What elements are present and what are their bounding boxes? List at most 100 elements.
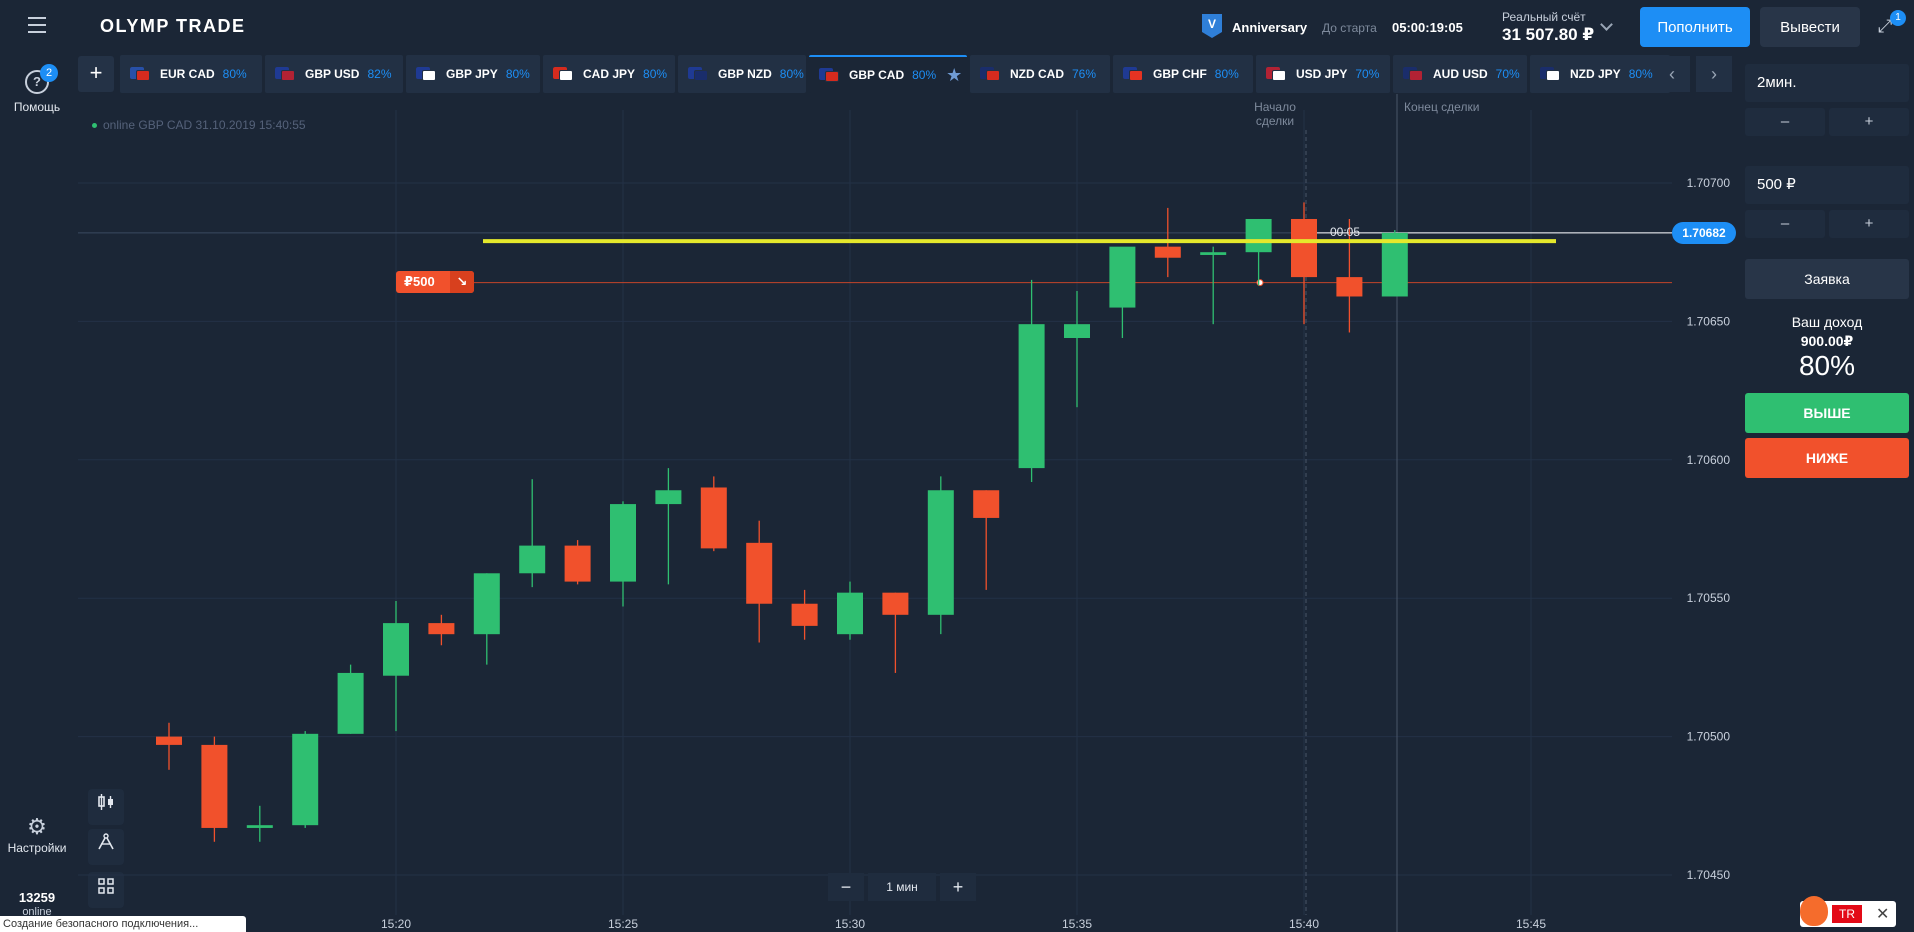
tab-payout-percent: 80% [643, 67, 668, 81]
x-tick-label: 15:45 [1516, 917, 1546, 931]
start-timer: 05:00:19:05 [1392, 20, 1463, 35]
tab-pair-label: GBP NZD [718, 67, 772, 81]
candle-body [292, 733, 319, 826]
top-bar: OLYMP TRADE V Anniversary До старта 05:0… [0, 0, 1914, 54]
tab-usd-jpy[interactable]: USD JPY 70% [1256, 55, 1390, 93]
countdown-label: 00:05 [1330, 225, 1361, 239]
amount-minus-button[interactable]: – [1745, 210, 1825, 238]
close-icon[interactable]: ✕ [1876, 906, 1890, 923]
tab-gbp-jpy[interactable]: GBP JPY 80% [406, 55, 540, 93]
tab-eur-cad[interactable]: EUR CAD 80% [120, 55, 262, 93]
tab-pair-label: GBP USD [305, 67, 360, 81]
candle-body [655, 490, 682, 505]
candle-body [700, 487, 727, 549]
tab-payout-percent: 70% [1355, 67, 1380, 81]
tab-gbp-chf[interactable]: GBP CHF 80% [1113, 55, 1253, 93]
deal-end-label: Конец сделки [1404, 100, 1480, 114]
down-button[interactable]: НИЖЕ [1745, 438, 1909, 478]
amount-input[interactable]: 500 ₽ [1745, 166, 1909, 204]
drawing-tools-icon[interactable] [88, 829, 124, 865]
tab-gbp-nzd[interactable]: GBP NZD 80% [678, 55, 806, 93]
currency-flag-icon [553, 67, 573, 81]
tab-nzd-jpy[interactable]: NZD JPY 80% [1530, 55, 1670, 93]
arrow-down-right-icon: ↘ [450, 271, 474, 293]
duration-plus-button[interactable]: + [1829, 108, 1909, 136]
tab-payout-percent: 80% [912, 68, 937, 82]
income-percent: 80% [1798, 350, 1856, 381]
candle-body [519, 545, 546, 574]
candle-body [383, 623, 409, 676]
chart-info-text: online GBP CAD 31.10.2019 15:40:55 [103, 118, 306, 132]
tab-gbp-usd[interactable]: GBP USD 82% [265, 55, 403, 93]
indicators-grid-icon[interactable] [88, 872, 124, 908]
withdraw-button[interactable]: Вывести [1760, 7, 1860, 47]
tab-cad-jpy[interactable]: CAD JPY 80% [543, 55, 675, 93]
open-trade-amount: ₽500 [404, 274, 435, 289]
tab-payout-percent: 70% [1495, 67, 1520, 81]
order-button[interactable]: Заявка [1745, 259, 1909, 299]
candle-body [1109, 246, 1136, 308]
candle-body [791, 603, 818, 626]
tab-nzd-cad[interactable]: NZD CAD 76% [970, 55, 1110, 93]
candle-body [201, 744, 228, 828]
amount-plus-button[interactable]: + [1829, 210, 1909, 238]
price-chart[interactable]: 1.70450 1.70500 1.70550 1.70600 1.70650 1.707… [0, 94, 1742, 932]
deposit-button[interactable]: Пополнить [1640, 7, 1750, 47]
open-trade-marker[interactable]: ₽500 ↘ [396, 271, 474, 293]
candlestick-type-icon[interactable] [88, 789, 124, 825]
flame-icon[interactable] [1800, 896, 1828, 926]
duration-input[interactable]: 2мин. [1745, 64, 1909, 102]
open-trade-point [1256, 279, 1264, 287]
favorite-star-icon[interactable]: ★ [946, 64, 963, 85]
currency-flag-icon [819, 68, 839, 82]
x-tick-label: 15:25 [608, 917, 638, 931]
fullscreen-icon[interactable]: ⤢ [1878, 16, 1893, 36]
tab-aud-usd[interactable]: AUD USD 70% [1393, 55, 1527, 93]
turkey-flag-icon[interactable]: TR [1832, 905, 1862, 923]
x-tick-label: 15:30 [835, 917, 865, 931]
candle-body [882, 592, 909, 615]
timeframe-increase-button[interactable]: + [940, 873, 976, 901]
currency-flag-icon [1540, 67, 1560, 81]
candle-body [1291, 218, 1317, 278]
tabs-next-button[interactable]: › [1696, 56, 1732, 92]
status-badge[interactable]: V [1202, 14, 1222, 38]
tab-payout-percent: 80% [1214, 67, 1239, 81]
up-button[interactable]: ВЫШЕ [1745, 393, 1909, 433]
x-tick-label: 15:20 [381, 917, 411, 931]
tab-pair-label: CAD JPY [583, 67, 636, 81]
tab-pair-label: GBP CAD [849, 68, 905, 82]
tournament-name[interactable]: Anniversary [1232, 20, 1308, 35]
timeframe-label[interactable]: 1 мин [868, 873, 936, 901]
currency-flag-icon [688, 67, 708, 81]
tab-payout-percent: 76% [1072, 67, 1097, 81]
help-label: Помощь [13, 100, 61, 114]
income-label: Ваш доход [1791, 314, 1863, 330]
help-badge: 2 [40, 64, 58, 82]
gear-icon: ⚙ [27, 814, 47, 839]
tab-pair-label: NZD JPY [1570, 67, 1621, 81]
online-label: online [22, 906, 52, 918]
currency-flag-icon [130, 67, 150, 81]
candle-body [973, 490, 1000, 518]
candle-body [246, 825, 273, 828]
currency-flag-icon [980, 67, 1000, 81]
candle-body [428, 623, 455, 635]
duration-minus-button[interactable]: – [1745, 108, 1825, 136]
currency-flag-icon [1123, 67, 1143, 81]
settings-button[interactable]: ⚙ Настройки [4, 814, 70, 856]
help-button[interactable]: ? 2 Помощь [10, 64, 64, 114]
tab-gbp-cad[interactable]: GBP CAD 80% ★ [809, 55, 967, 93]
menu-icon[interactable] [28, 17, 46, 33]
currency-flag-icon [275, 67, 295, 81]
tabs-prev-button[interactable]: ‹ [1654, 56, 1690, 92]
timeframe-decrease-button[interactable]: − [828, 873, 864, 901]
account-type[interactable]: Реальный счёт [1502, 10, 1586, 24]
tab-payout-percent: 80% [505, 67, 530, 81]
account-balance[interactable]: 31 507.80 ₽ [1502, 25, 1595, 44]
y-tick-label: 1.70450 [1687, 868, 1731, 882]
tab-pair-label: NZD CAD [1010, 67, 1064, 81]
chevron-down-icon[interactable] [1600, 18, 1613, 31]
add-tab-button[interactable]: + [78, 56, 114, 92]
help-icon: ? [25, 70, 49, 94]
